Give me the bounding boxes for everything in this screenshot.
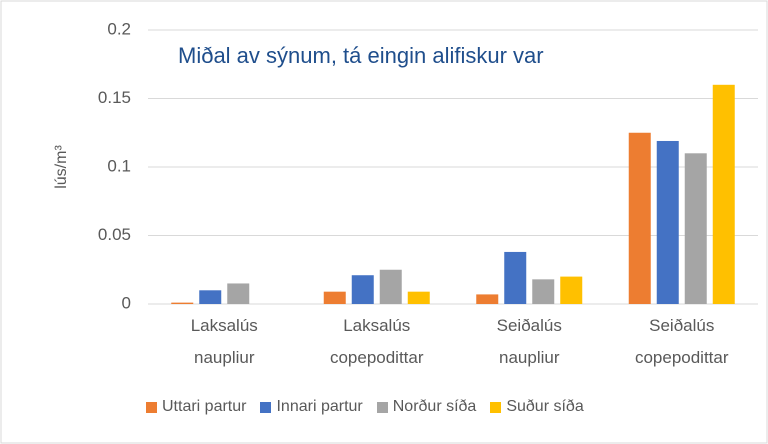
y-tick-label: 0.05 <box>98 225 131 244</box>
legend-item: Innari partur <box>260 398 363 416</box>
legend-label: Innari partur <box>276 398 363 415</box>
bar <box>628 132 651 304</box>
bar <box>199 290 222 304</box>
legend-item: Uttari partur <box>146 398 246 416</box>
legend-item: Norður síða <box>376 398 477 416</box>
bar <box>504 251 527 304</box>
bar <box>407 291 430 304</box>
bar <box>684 153 707 304</box>
bar <box>560 276 583 304</box>
y-tick-label: 0.1 <box>107 156 131 175</box>
x-tick-label: Seiðalús naupliur <box>496 316 562 367</box>
legend: Uttari partur Innari partur Norður síða Suð… <box>146 398 584 416</box>
bar <box>656 140 679 304</box>
bar <box>227 283 250 304</box>
legend-label: Suður síða <box>506 398 584 415</box>
y-tick-label: 0.15 <box>98 88 131 107</box>
x-tick-label: Laksalús copepodittar <box>329 316 424 367</box>
legend-label: Norður síða <box>392 398 477 415</box>
legend-swatch <box>146 401 157 413</box>
legend-label: Uttari partur <box>162 398 247 415</box>
chart-title: Miðal av sýnum, tá eingin alifiskur var <box>178 43 544 68</box>
bar <box>476 294 499 304</box>
legend-swatch <box>490 401 502 413</box>
x-tick-label: Seiðalús copepodittar <box>634 316 729 367</box>
y-tick-label: 0.2 <box>107 19 131 38</box>
bar <box>171 302 194 304</box>
y-tick-label: 0 <box>122 293 131 312</box>
bar <box>323 291 346 304</box>
legend-item: Suður síða <box>490 398 584 416</box>
bar <box>379 269 402 304</box>
legend-swatch <box>376 401 388 413</box>
bar <box>712 84 735 304</box>
legend-swatch <box>260 401 272 413</box>
x-tick-label: Laksalús naupliur <box>190 316 258 367</box>
bar <box>532 279 555 304</box>
bar <box>351 275 374 304</box>
y-axis-label: lús/m³ <box>53 145 70 189</box>
